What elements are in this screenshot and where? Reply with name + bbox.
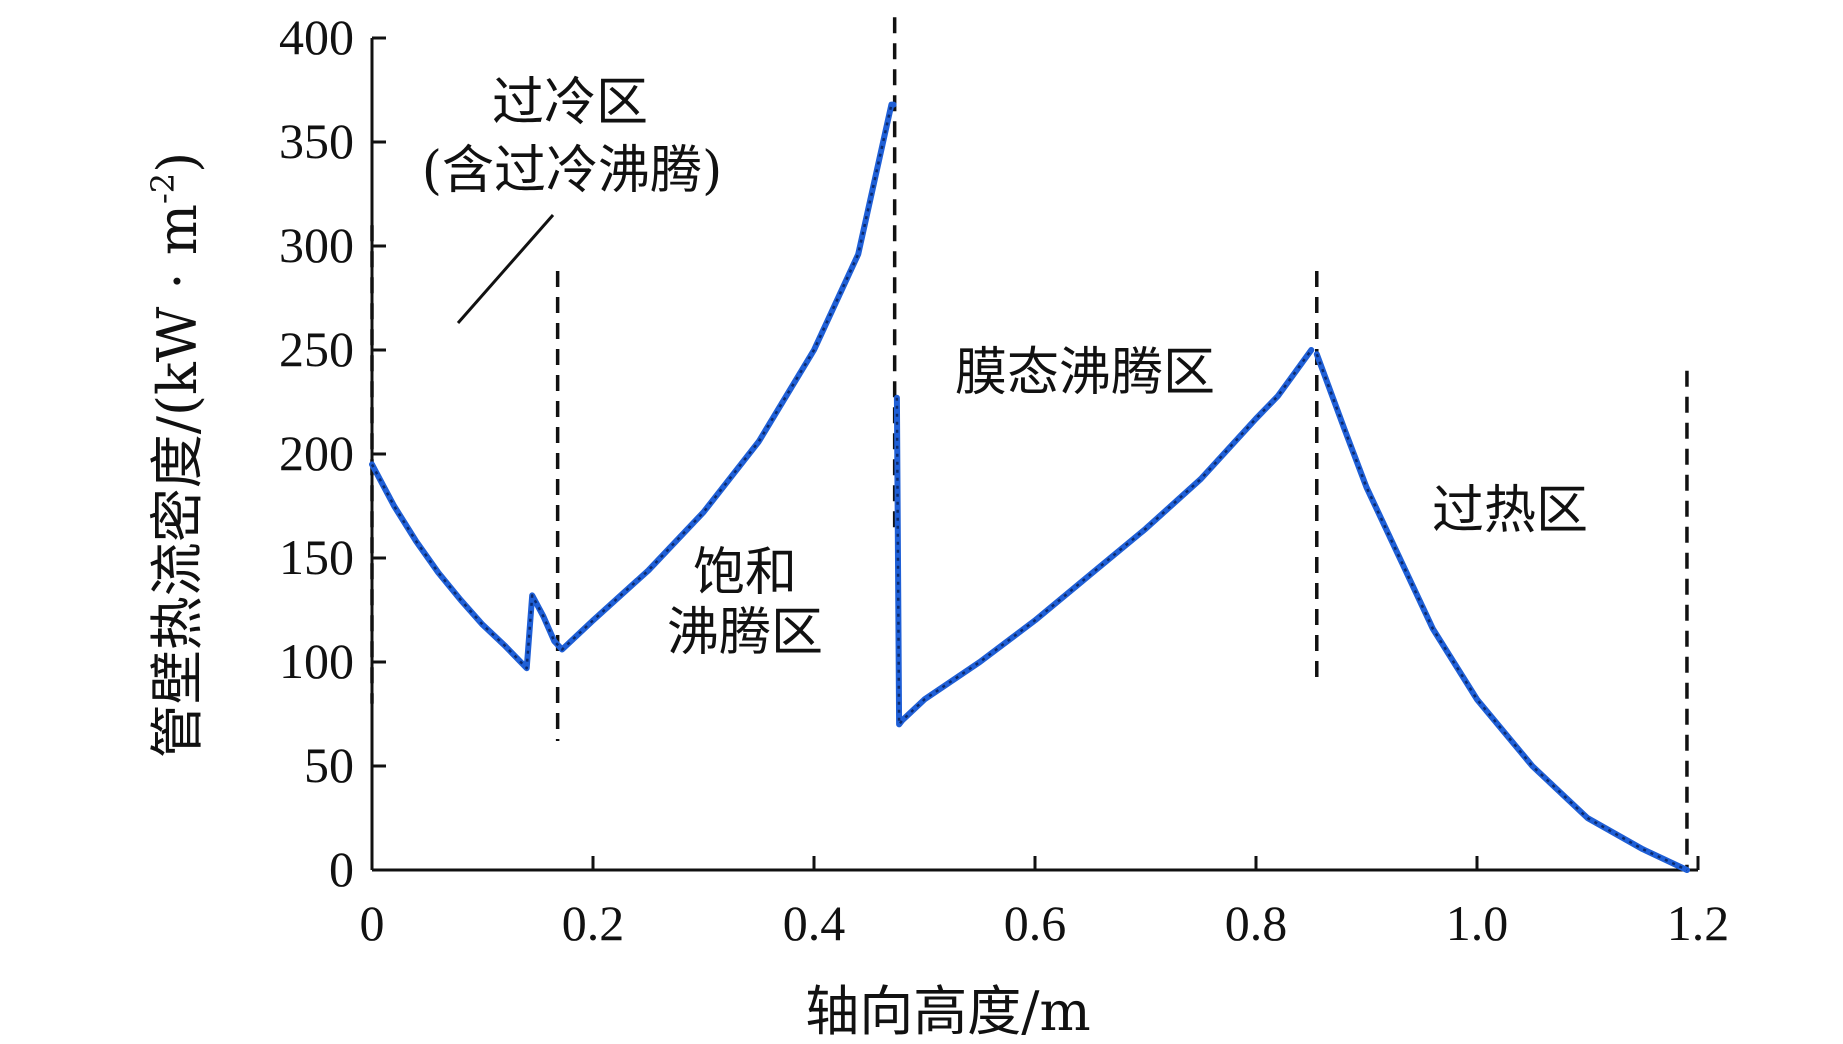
x-axis-label: 轴向高度/m [805,980,1090,1043]
y-tick-label: 50 [304,737,354,793]
annotation-saturated-line2: 沸腾区 [667,603,823,663]
y-tick-label: 0 [329,841,354,897]
zone-annotations: 过冷区 (含过冷沸腾) 饱和 沸腾区 膜态沸腾区 过热区 [422,73,1588,663]
annotation-saturated-line1: 饱和 [693,543,797,603]
y-tick-label: 350 [279,113,354,169]
annotation-subcooled-line1: 过冷区 [492,73,648,133]
series-line-markers [895,349,1313,726]
y-tick-label: 400 [279,9,354,65]
x-tick-label: 0.2 [562,895,625,951]
y-tick-label: 200 [279,425,354,481]
y-axis-label-superscript: -2 [144,173,182,204]
x-tick-label: 0 [360,895,385,951]
y-axis-label-close: ) [146,152,209,173]
y-tick-label: 150 [279,529,354,585]
annotation-superheated: 过热区 [1432,481,1588,541]
y-tick-label: 100 [279,633,354,689]
y-axis-label: 管壁热流密度/(kW · m-2) [144,152,209,758]
y-ticks: 0 50 100 150 200 250 300 350 400 [279,9,386,897]
x-tick-label: 1.2 [1667,895,1730,951]
y-axis-label-main: 管壁热流密度/(kW · m [146,204,209,758]
annotation-film: 膜态沸腾区 [955,343,1215,403]
x-tick-label: 1.0 [1446,895,1509,951]
annotation-subcooled-line2: (含过冷沸腾) [422,141,723,201]
x-ticks: 0 0.2 0.4 0.6 0.8 1.0 1.2 [360,856,1730,951]
series-line [893,347,1315,728]
y-tick-label: 250 [279,321,354,377]
series-layer [369,101,1690,873]
x-tick-label: 0.4 [783,895,846,951]
series-line-markers [370,103,894,670]
x-tick-label: 0.6 [1004,895,1067,951]
y-tick-label: 300 [279,217,354,273]
series-line-markers [1315,353,1688,872]
series-line [1313,351,1690,873]
annotation-subcooled-leader [456,214,555,324]
x-tick-label: 0.8 [1225,895,1288,951]
